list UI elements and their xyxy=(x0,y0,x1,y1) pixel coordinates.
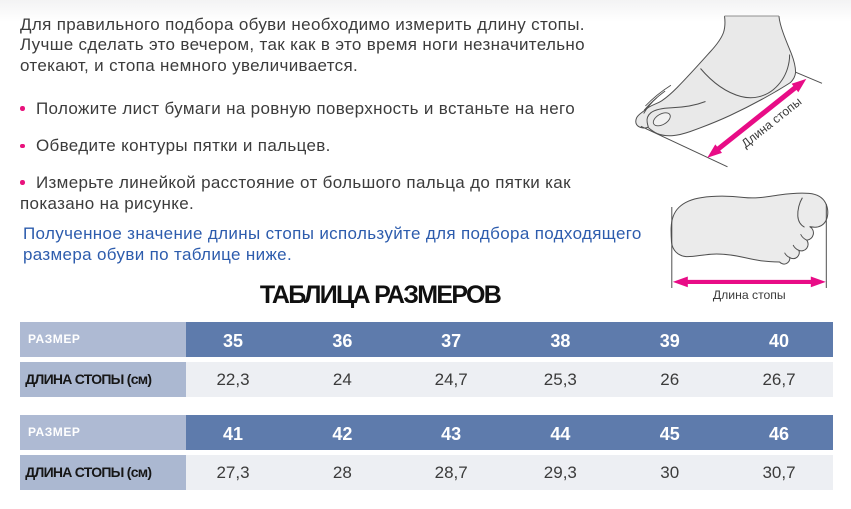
svg-text:Длина стопы: Длина стопы xyxy=(739,94,805,150)
svg-text:Длина стопы: Длина стопы xyxy=(713,288,786,302)
